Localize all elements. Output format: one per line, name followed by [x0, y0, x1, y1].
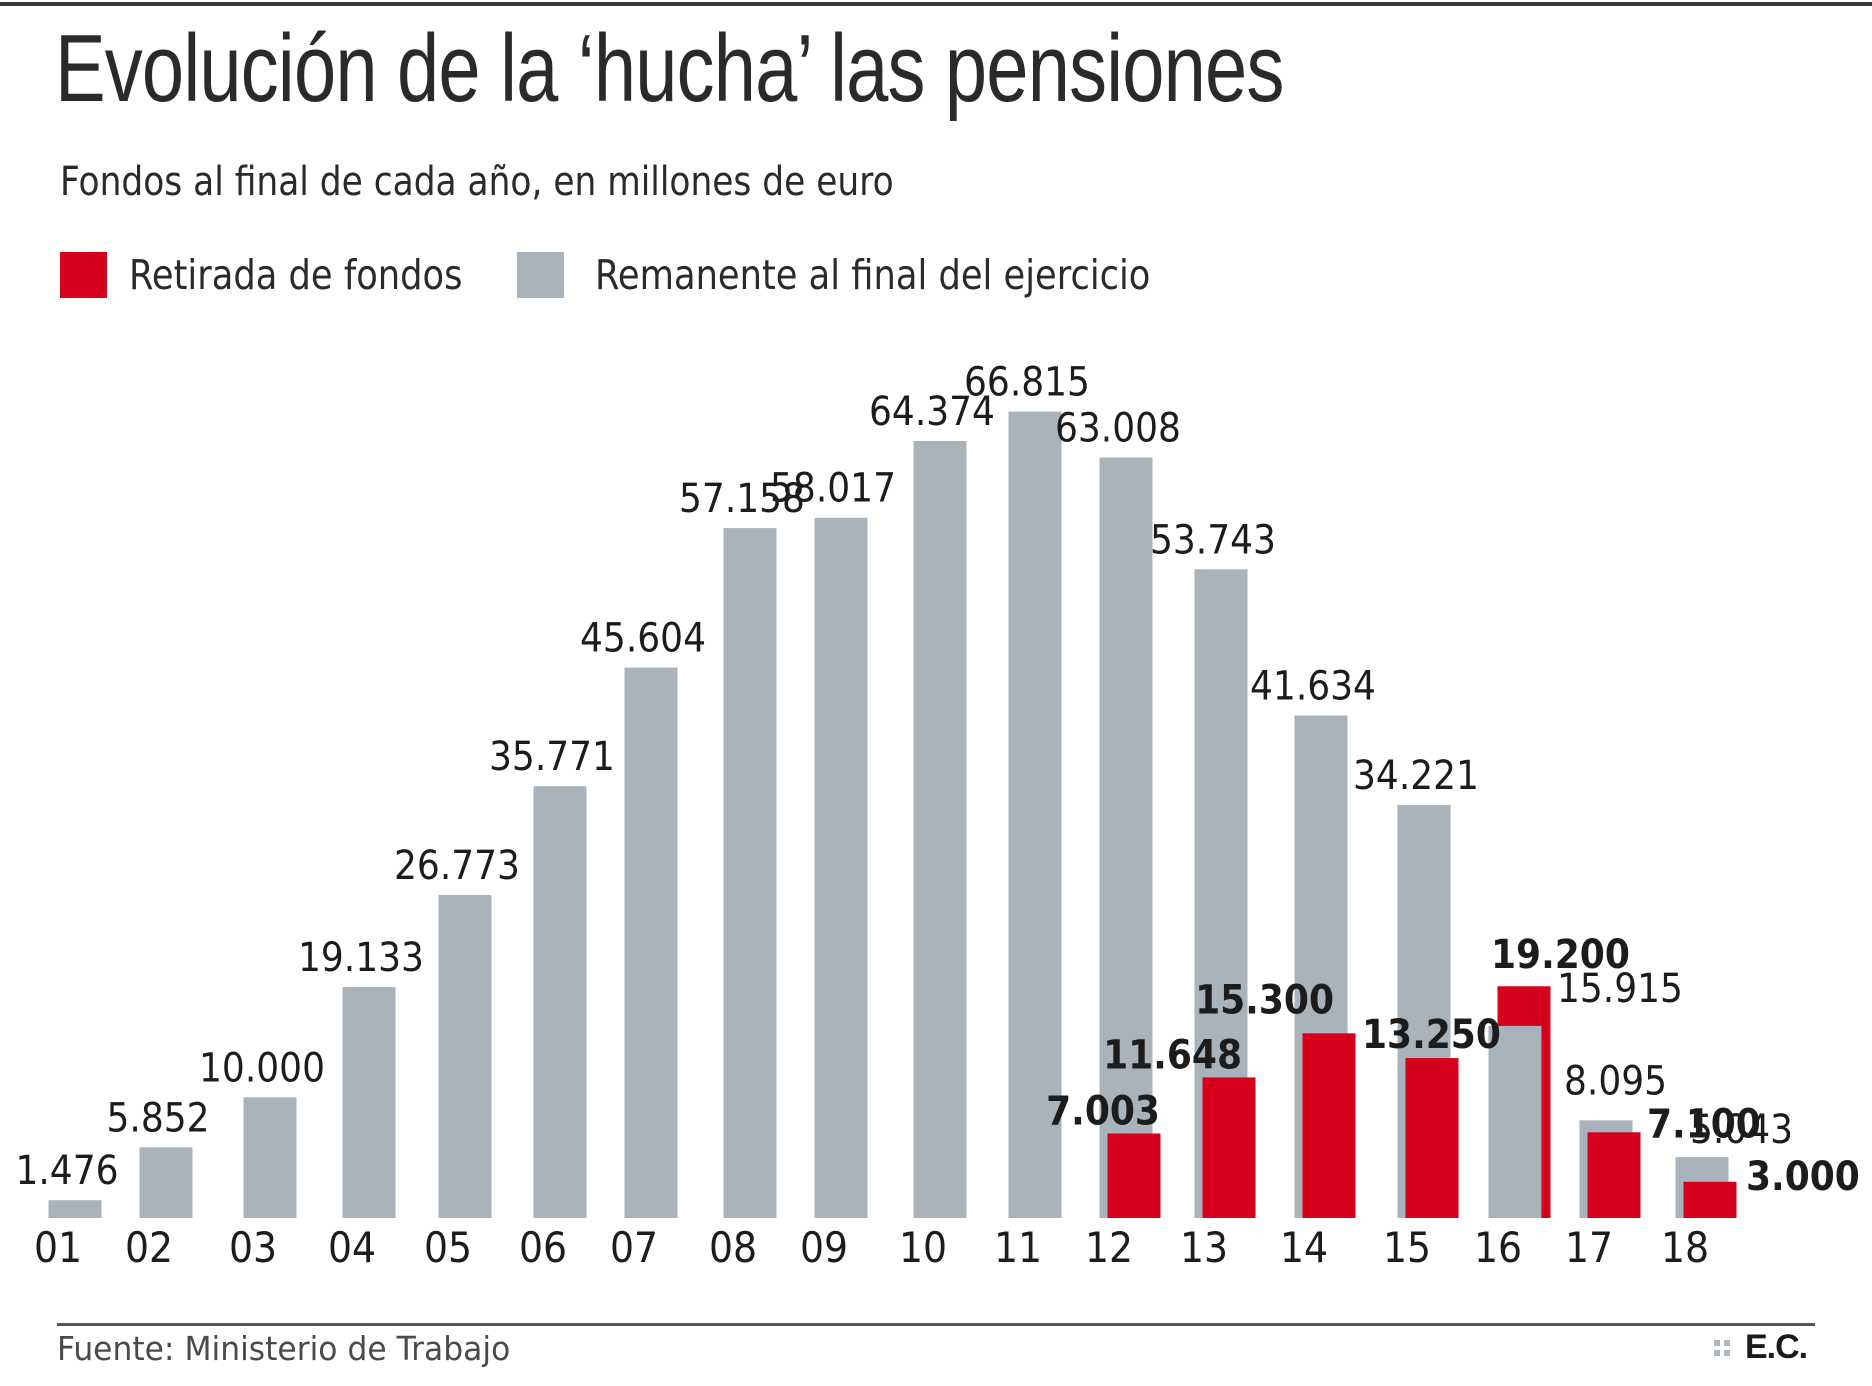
x-tick-label-10: 10 [899, 1224, 947, 1272]
value-label-remanente-01: 1.476 [15, 1147, 118, 1193]
x-tick-labels-layer: 01 02 03 04 05 06 07 08 09 10 11 12 13 14 15 16 17 18 [34, 1224, 1709, 1272]
value-label-retirada-18: 3.000 [1746, 1153, 1860, 1199]
x-tick-label-01: 01 [34, 1224, 82, 1272]
value-label-retirada-15: 13.250 [1362, 1011, 1501, 1057]
x-tick-label-15: 15 [1383, 1224, 1431, 1272]
value-label-remanente-11: 66.815 [964, 359, 1090, 405]
bar-remanente-02 [139, 1147, 193, 1218]
x-tick-label-09: 09 [800, 1224, 848, 1272]
footer-rule [57, 1323, 1815, 1326]
bar-remanente-12 [1099, 457, 1153, 1219]
value-label-remanente-12: 63.008 [1055, 405, 1181, 451]
legend-swatch-gray [517, 252, 564, 298]
bar-retirada-18 [1683, 1181, 1737, 1218]
x-tick-label-16: 16 [1474, 1224, 1522, 1272]
value-label-remanente-15: 34.221 [1353, 752, 1479, 798]
x-tick-label-02: 02 [125, 1224, 173, 1272]
x-tick-label-06: 06 [519, 1224, 567, 1272]
value-label-remanente-07: 45.604 [580, 615, 706, 661]
value-label-remanente-18: 5.043 [1690, 1106, 1793, 1152]
chart-title: Evolución de la ‘hucha’ las pensiones [55, 15, 1284, 122]
bar-remanente-06 [533, 786, 587, 1218]
value-label-remanente-10: 64.374 [869, 388, 995, 434]
x-tick-label-11: 11 [994, 1224, 1042, 1272]
bar-remanente-09 [814, 517, 868, 1218]
bar-retirada-12 [1107, 1133, 1161, 1218]
value-label-retirada-17: 7.100 [1647, 1101, 1761, 1147]
value-label-remanente-14: 41.634 [1250, 663, 1376, 709]
bar-remanente-07 [624, 667, 678, 1218]
value-label-retirada-12: 7.003 [1046, 1088, 1160, 1134]
value-label-remanente-06: 35.771 [489, 733, 615, 779]
x-tick-label-18: 18 [1661, 1224, 1709, 1272]
value-label-remanente-08: 57.158 [679, 475, 805, 521]
bar-retirada-13 [1202, 1077, 1256, 1218]
value-label-remanente-16: 15.915 [1557, 965, 1683, 1011]
x-tick-label-17: 17 [1565, 1224, 1613, 1272]
bar-remanente-05 [438, 894, 492, 1218]
publisher-logo: E.C. [1714, 1329, 1818, 1365]
bar-remanente-04 [342, 987, 396, 1218]
value-label-remanente-04: 19.133 [298, 934, 424, 980]
value-label-remanente-02: 5.852 [106, 1095, 209, 1141]
bar-remanente-16 [1488, 1025, 1542, 1218]
x-tick-label-03: 03 [229, 1224, 277, 1272]
logo-text: E.C. [1745, 1328, 1808, 1366]
bar-remanente-11 [1008, 411, 1062, 1218]
legend-label-retirada: Retirada de fondos [129, 251, 463, 299]
x-tick-label-14: 14 [1280, 1224, 1328, 1272]
source-note: Fuente: Ministerio de Trabajo [57, 1329, 511, 1368]
chart-subtitle: Fondos al final de cada año, en millones… [60, 159, 894, 205]
x-tick-label-12: 12 [1085, 1224, 1133, 1272]
logo-dots-icon [1714, 1340, 1730, 1356]
bar-retirada-15 [1405, 1058, 1459, 1218]
legend-label-remanente: Remanente al final del ejercicio [595, 251, 1151, 299]
x-tick-label-07: 07 [610, 1224, 658, 1272]
value-label-remanente-05: 26.773 [394, 842, 520, 888]
value-label-retirada-14: 15.300 [1195, 977, 1334, 1023]
value-label-remanente-13: 53.743 [1150, 517, 1276, 563]
bar-remanente-08 [723, 528, 777, 1218]
bar-remanente-01 [48, 1200, 102, 1218]
bar-remanente-10 [913, 441, 967, 1218]
bar-retirada-14 [1302, 1033, 1356, 1218]
legend-swatch-red [60, 252, 107, 298]
bar-retirada-17 [1587, 1132, 1641, 1218]
top-rule [0, 2, 1872, 6]
value-label-remanente-17: 8.095 [1564, 1058, 1667, 1104]
bars-back-layer [48, 411, 1729, 1219]
x-tick-label-13: 13 [1180, 1224, 1228, 1272]
value-label-retirada-13: 11.648 [1103, 1032, 1242, 1078]
x-tick-label-08: 08 [709, 1224, 757, 1272]
x-tick-label-04: 04 [328, 1224, 376, 1272]
value-label-remanente-09: 58.017 [770, 465, 896, 511]
bar-remanente-03 [243, 1097, 297, 1218]
value-label-remanente-03: 10.000 [199, 1045, 325, 1091]
bars-front-layer [1107, 1025, 1737, 1218]
value-label-retirada-16: 19.200 [1491, 931, 1630, 977]
x-tick-label-05: 05 [424, 1224, 472, 1272]
